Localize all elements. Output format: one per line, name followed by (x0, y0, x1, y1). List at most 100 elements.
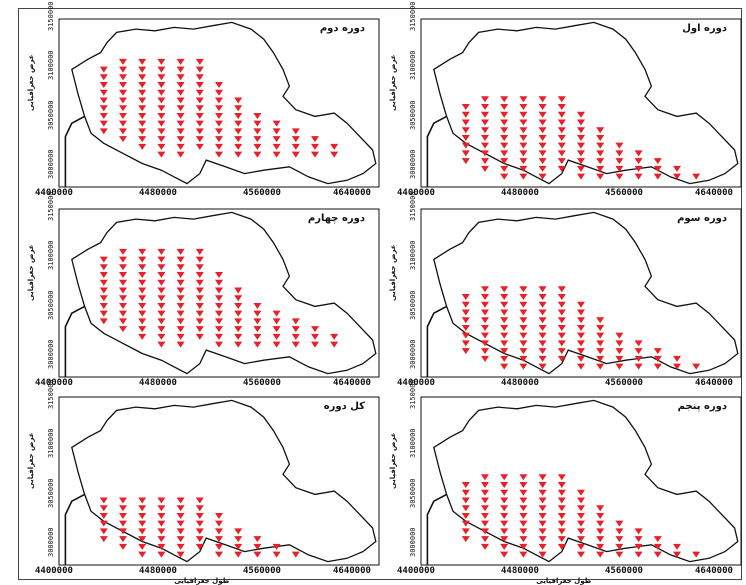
station-marker (272, 143, 281, 150)
station-marker (538, 324, 547, 331)
panel-title: دوره دوم (319, 23, 365, 34)
station-marker (157, 97, 166, 104)
station-marker (138, 287, 147, 294)
station-marker (176, 302, 185, 309)
station-marker (500, 520, 509, 527)
station-marker (538, 340, 547, 347)
station-marker (519, 104, 528, 111)
station-marker (157, 112, 166, 119)
station-marker (157, 74, 166, 81)
station-marker (481, 309, 489, 316)
station-marker (519, 340, 528, 347)
plot-border (420, 18, 742, 188)
station-marker (119, 66, 127, 73)
station-marker (195, 543, 204, 550)
station-marker (119, 279, 127, 286)
y-tick-label: 3050000 (47, 478, 55, 508)
station-marker (195, 136, 204, 143)
station-marker (215, 287, 223, 294)
station-marker (234, 97, 243, 104)
station-marker (615, 363, 624, 370)
station-marker (519, 158, 528, 165)
station-marker (500, 301, 509, 308)
station-marker (481, 286, 489, 293)
station-marker (461, 111, 470, 118)
station-marker (272, 543, 281, 550)
map-figure: دوره دوم 3000000 3050000 3100000 3150000 عرض … (18, 1, 742, 585)
station-marker (253, 318, 262, 325)
station-marker (481, 512, 489, 519)
station-marker (99, 97, 108, 104)
station-marker (615, 332, 624, 339)
station-marker (519, 512, 528, 519)
y-axis-title: عرض جغرافیایی (389, 54, 397, 112)
station-marker (615, 340, 624, 347)
x-tick-label: 4560000 (243, 378, 281, 388)
station-marker (176, 143, 185, 150)
station-marker (500, 482, 509, 489)
station-marker (538, 474, 547, 481)
y-tick-label: 3150000 (409, 191, 417, 221)
station-marker (653, 348, 662, 355)
station-marker (195, 536, 204, 543)
station-marker (481, 324, 489, 331)
station-marker (519, 528, 528, 535)
station-marker (577, 497, 585, 504)
station-marker (557, 512, 566, 519)
station-marker (673, 363, 681, 370)
station-marker (119, 543, 127, 550)
station-marker (195, 512, 204, 519)
station-marker (461, 309, 470, 316)
station-marker (215, 310, 223, 317)
station-marker (692, 173, 701, 180)
station-marker (234, 341, 243, 348)
station-marker (577, 348, 585, 355)
station-marker (176, 318, 185, 325)
station-marker (157, 272, 166, 279)
station-marker (538, 363, 547, 370)
x-tick-label: 4480000 (501, 188, 539, 198)
station-marker (596, 512, 605, 519)
station-marker (176, 497, 185, 504)
station-marker (215, 272, 223, 279)
station-marker (500, 505, 509, 512)
station-marker (481, 150, 489, 157)
station-marker (272, 128, 281, 135)
station-marker (176, 272, 185, 279)
station-marker (538, 512, 547, 519)
panel-title: کل دوره (323, 401, 365, 412)
station-marker (195, 326, 204, 333)
station-marker (577, 165, 585, 172)
x-tick-label: 4640000 (333, 566, 371, 576)
station-marker (253, 326, 262, 333)
station-marker (195, 58, 204, 65)
station-marker (119, 97, 127, 104)
station-marker (176, 248, 185, 255)
station-marker (195, 128, 204, 135)
station-marker (99, 318, 108, 325)
station-marker (234, 151, 243, 158)
station-marker (99, 536, 108, 543)
station-marker (692, 551, 701, 558)
station-marker (253, 128, 262, 135)
station-marker (195, 74, 204, 81)
station-marker (253, 333, 262, 340)
station-marker (519, 286, 528, 293)
station-marker (157, 136, 166, 143)
station-marker (234, 318, 243, 325)
station-marker (119, 136, 127, 143)
station-marker (481, 340, 489, 347)
station-marker (557, 474, 566, 481)
station-marker (461, 482, 470, 489)
station-marker (557, 158, 566, 165)
station-marker (215, 105, 223, 112)
station-marker (596, 134, 605, 141)
station-marker (99, 74, 108, 81)
station-marker (176, 536, 185, 543)
map-panel: دوره سوم 3000000 3050000 3100000 3150000 عرض … (389, 191, 742, 388)
station-marker (596, 528, 605, 535)
station-marker (253, 536, 262, 543)
west-border (426, 305, 447, 377)
station-marker (538, 528, 547, 535)
station-marker (634, 528, 643, 535)
